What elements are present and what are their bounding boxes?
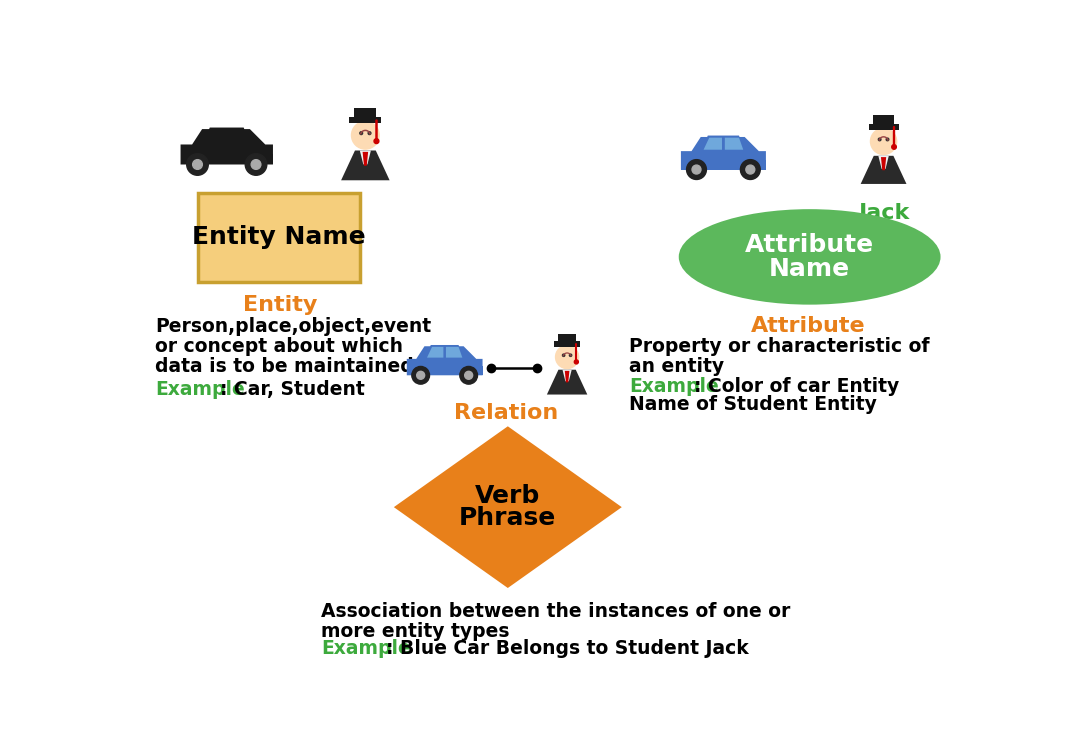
Polygon shape [563,370,571,381]
Polygon shape [681,160,766,170]
Text: Property or characteristic of: Property or characteristic of [630,337,930,356]
Polygon shape [393,427,622,588]
Polygon shape [425,345,464,359]
Polygon shape [406,347,482,375]
Circle shape [412,367,429,384]
Circle shape [186,154,208,175]
Polygon shape [704,138,722,150]
Circle shape [416,371,425,379]
Text: or concept about which: or concept about which [155,337,403,356]
Text: Name: Name [769,257,850,281]
Polygon shape [681,137,766,170]
Circle shape [360,132,362,134]
Text: Entity: Entity [244,295,318,315]
Polygon shape [547,370,588,395]
Polygon shape [202,128,249,145]
Polygon shape [360,151,371,164]
Text: : Car, Student: : Car, Student [220,380,364,399]
Circle shape [460,367,478,384]
Text: more entity types: more entity types [322,622,509,641]
Circle shape [351,122,379,149]
Text: Phrase: Phrase [460,506,556,530]
Polygon shape [406,367,482,375]
Text: an entity: an entity [630,357,724,376]
Circle shape [892,145,896,149]
FancyBboxPatch shape [873,115,894,125]
FancyBboxPatch shape [198,193,360,281]
FancyBboxPatch shape [349,116,382,122]
Text: Relation: Relation [454,403,558,423]
Polygon shape [362,152,369,165]
Text: Name of Student Entity: Name of Student Entity [630,395,877,414]
FancyBboxPatch shape [554,341,580,347]
Polygon shape [565,371,569,382]
Polygon shape [427,347,443,358]
Text: Jack: Jack [857,203,909,223]
Polygon shape [181,129,273,165]
Circle shape [251,160,261,169]
Polygon shape [341,151,389,180]
Circle shape [193,160,203,169]
Circle shape [740,160,760,180]
Polygon shape [700,136,745,151]
FancyBboxPatch shape [354,108,376,117]
Polygon shape [446,347,463,358]
Circle shape [878,138,881,141]
Polygon shape [878,156,889,169]
Polygon shape [861,156,906,184]
Circle shape [870,128,896,154]
Text: data is to be maintained: data is to be maintained [155,357,414,376]
Ellipse shape [679,209,941,305]
Polygon shape [181,154,273,165]
Circle shape [746,165,754,174]
Polygon shape [725,138,744,150]
Text: : Color of car Entity: : Color of car Entity [694,377,900,396]
Text: Example: Example [630,377,719,396]
Text: Attribute: Attribute [745,232,874,257]
Circle shape [692,165,701,174]
FancyBboxPatch shape [868,124,899,130]
Circle shape [374,139,379,143]
Circle shape [465,371,473,379]
Circle shape [369,132,371,134]
Circle shape [887,138,889,141]
Circle shape [245,154,267,175]
Text: Example: Example [155,380,245,399]
Circle shape [563,354,565,356]
Circle shape [686,160,707,180]
Text: Association between the instances of one or: Association between the instances of one… [322,602,791,621]
Text: Example: Example [322,639,411,658]
Circle shape [575,360,579,364]
Circle shape [555,346,579,369]
Text: : Blue Car Belongs to Student Jack: : Blue Car Belongs to Student Jack [386,639,749,658]
Polygon shape [881,157,887,170]
Text: Verb: Verb [475,485,541,508]
Text: Person,place,object,event: Person,place,object,event [155,317,431,336]
FancyBboxPatch shape [558,334,577,342]
Text: Entity Name: Entity Name [192,226,366,249]
Circle shape [569,354,571,356]
Text: Attribute: Attribute [751,316,865,336]
